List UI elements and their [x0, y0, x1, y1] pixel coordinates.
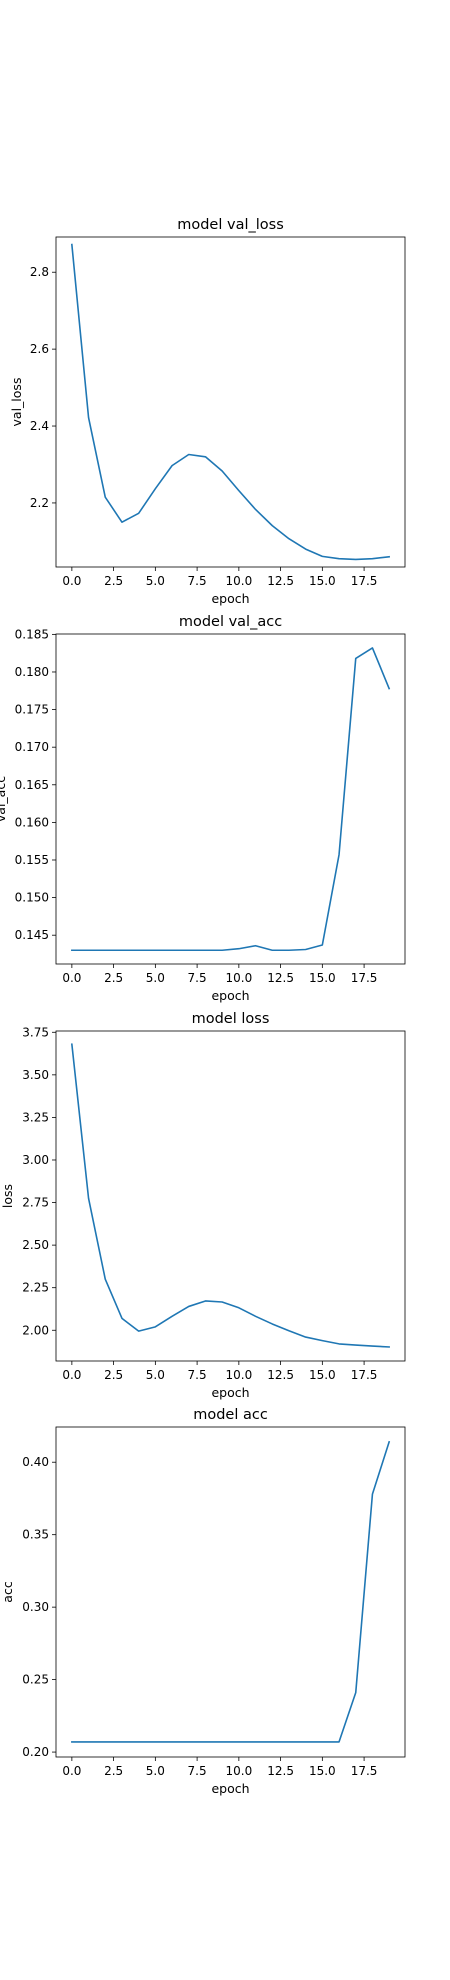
y-tick-label: 0.25 [22, 1673, 49, 1687]
x-tick-label: 2.5 [104, 1368, 123, 1382]
y-tick-label: 0.145 [15, 928, 49, 942]
y-tick-label: 0.20 [22, 1745, 49, 1759]
x-tick-label: 2.5 [104, 971, 123, 985]
x-tick-label: 12.5 [267, 574, 294, 588]
panel-title: model val_loss [177, 217, 284, 233]
x-tick-label: 7.5 [188, 1764, 207, 1778]
x-tick-label: 0.0 [62, 971, 81, 985]
x-tick-label: 5.0 [146, 1764, 165, 1778]
marks: 0.0 2.5 5.0 7.5 10.0 12.5 15.0 17.5 2.00 2.25 2.50… [22, 1025, 406, 1382]
x-axis-label: epoch [211, 1385, 249, 1400]
y-axis-label: val_acc [0, 776, 8, 822]
y-tick-label: 2.50 [22, 1238, 49, 1252]
val-acc-panel: model val_acc epoch val_acc 0.0 2.5 5.0 7.5… [0, 614, 406, 1003]
y-axis-label: loss [0, 1184, 15, 1208]
y-tick-label: 2.75 [22, 1196, 49, 1210]
panel-title: model val_acc [179, 614, 282, 630]
axes-frame [55, 1030, 406, 1362]
val-loss-panel: model val_loss epoch val_loss 0.0 2.5 5.0 7… [9, 217, 406, 606]
x-tick-label: 5.0 [146, 971, 165, 985]
x-tick-label: 0.0 [62, 1368, 81, 1382]
x-tick-label: 5.0 [146, 574, 165, 588]
y-tick-label: 0.150 [15, 891, 49, 905]
series-line [71, 647, 391, 952]
x-tick-label: 10.0 [225, 1764, 252, 1778]
marks: 0.0 2.5 5.0 7.5 10.0 12.5 15.0 17.5 0.20 0.25 0.30… [22, 1426, 406, 1778]
y-tick-label: 3.25 [22, 1110, 49, 1124]
y-tick-label: 0.160 [15, 815, 49, 829]
axes-frame [55, 236, 406, 568]
x-tick-label: 0.0 [62, 574, 81, 588]
y-tick-label: 2.00 [22, 1323, 49, 1337]
x-tick-label: 12.5 [267, 1368, 294, 1382]
loss-panel: model loss epoch loss 0.0 2.5 5.0 7.5 10.0 12… [0, 1011, 406, 1400]
panel-title: model acc [193, 1407, 268, 1423]
y-tick-label: 3.75 [22, 1025, 49, 1039]
x-tick-label: 15.0 [309, 574, 336, 588]
y-tick-label: 0.185 [15, 627, 49, 641]
x-tick-label: 17.5 [351, 1764, 378, 1778]
y-tick-label: 2.8 [30, 265, 49, 279]
y-tick-label: 3.00 [22, 1153, 49, 1167]
x-tick-label: 10.0 [225, 1368, 252, 1382]
y-tick-label: 0.165 [15, 778, 49, 792]
y-tick-label: 0.175 [15, 703, 49, 717]
x-tick-label: 17.5 [351, 1368, 378, 1382]
y-tick-label: 2.6 [30, 342, 49, 356]
x-axis-label: epoch [211, 1781, 249, 1796]
x-tick-label: 0.0 [62, 1764, 81, 1778]
x-tick-label: 7.5 [188, 1368, 207, 1382]
x-tick-label: 15.0 [309, 971, 336, 985]
x-tick-label: 2.5 [104, 1764, 123, 1778]
y-tick-label: 0.180 [15, 665, 49, 679]
y-tick-label: 0.170 [15, 740, 49, 754]
y-axis-label: val_loss [9, 378, 24, 427]
acc-panel: model acc epoch acc 0.0 2.5 5.0 7.5 10.0 12.5… [0, 1407, 406, 1796]
y-tick-label: 3.50 [22, 1068, 49, 1082]
y-tick-label: 0.40 [22, 1455, 49, 1469]
y-tick-label: 0.35 [22, 1528, 49, 1542]
x-tick-label: 12.5 [267, 971, 294, 985]
x-tick-label: 12.5 [267, 1764, 294, 1778]
x-tick-label: 17.5 [351, 574, 378, 588]
x-axis-label: epoch [211, 591, 249, 606]
x-tick-label: 17.5 [351, 971, 378, 985]
marks: 0.0 2.5 5.0 7.5 10.0 12.5 15.0 17.5 2.2 2.4 2.6 2.8 [30, 236, 406, 588]
x-axis-label: epoch [211, 988, 249, 1003]
x-tick-label: 7.5 [188, 574, 207, 588]
series-line [70, 1043, 390, 1348]
y-tick-label: 0.155 [15, 853, 49, 867]
x-tick-label: 10.0 [225, 971, 252, 985]
x-tick-label: 15.0 [309, 1368, 336, 1382]
marks: 0.0 2.5 5.0 7.5 10.0 12.5 15.0 17.5 0.145 0.150 0.… [15, 627, 406, 985]
axes-frame [55, 633, 406, 965]
series-line [71, 1440, 391, 1743]
y-axis-label: acc [0, 1581, 15, 1603]
y-tick-label: 2.2 [30, 496, 49, 510]
series-line [70, 243, 391, 561]
x-tick-label: 2.5 [104, 574, 123, 588]
y-tick-label: 2.25 [22, 1281, 49, 1295]
panel-title: model loss [192, 1011, 270, 1027]
x-tick-label: 7.5 [188, 971, 207, 985]
y-tick-label: 0.30 [22, 1600, 49, 1614]
y-tick-label: 2.4 [30, 419, 49, 433]
axes-frame [55, 1426, 406, 1758]
x-tick-label: 15.0 [309, 1764, 336, 1778]
x-tick-label: 10.0 [225, 574, 252, 588]
x-tick-label: 5.0 [146, 1368, 165, 1382]
